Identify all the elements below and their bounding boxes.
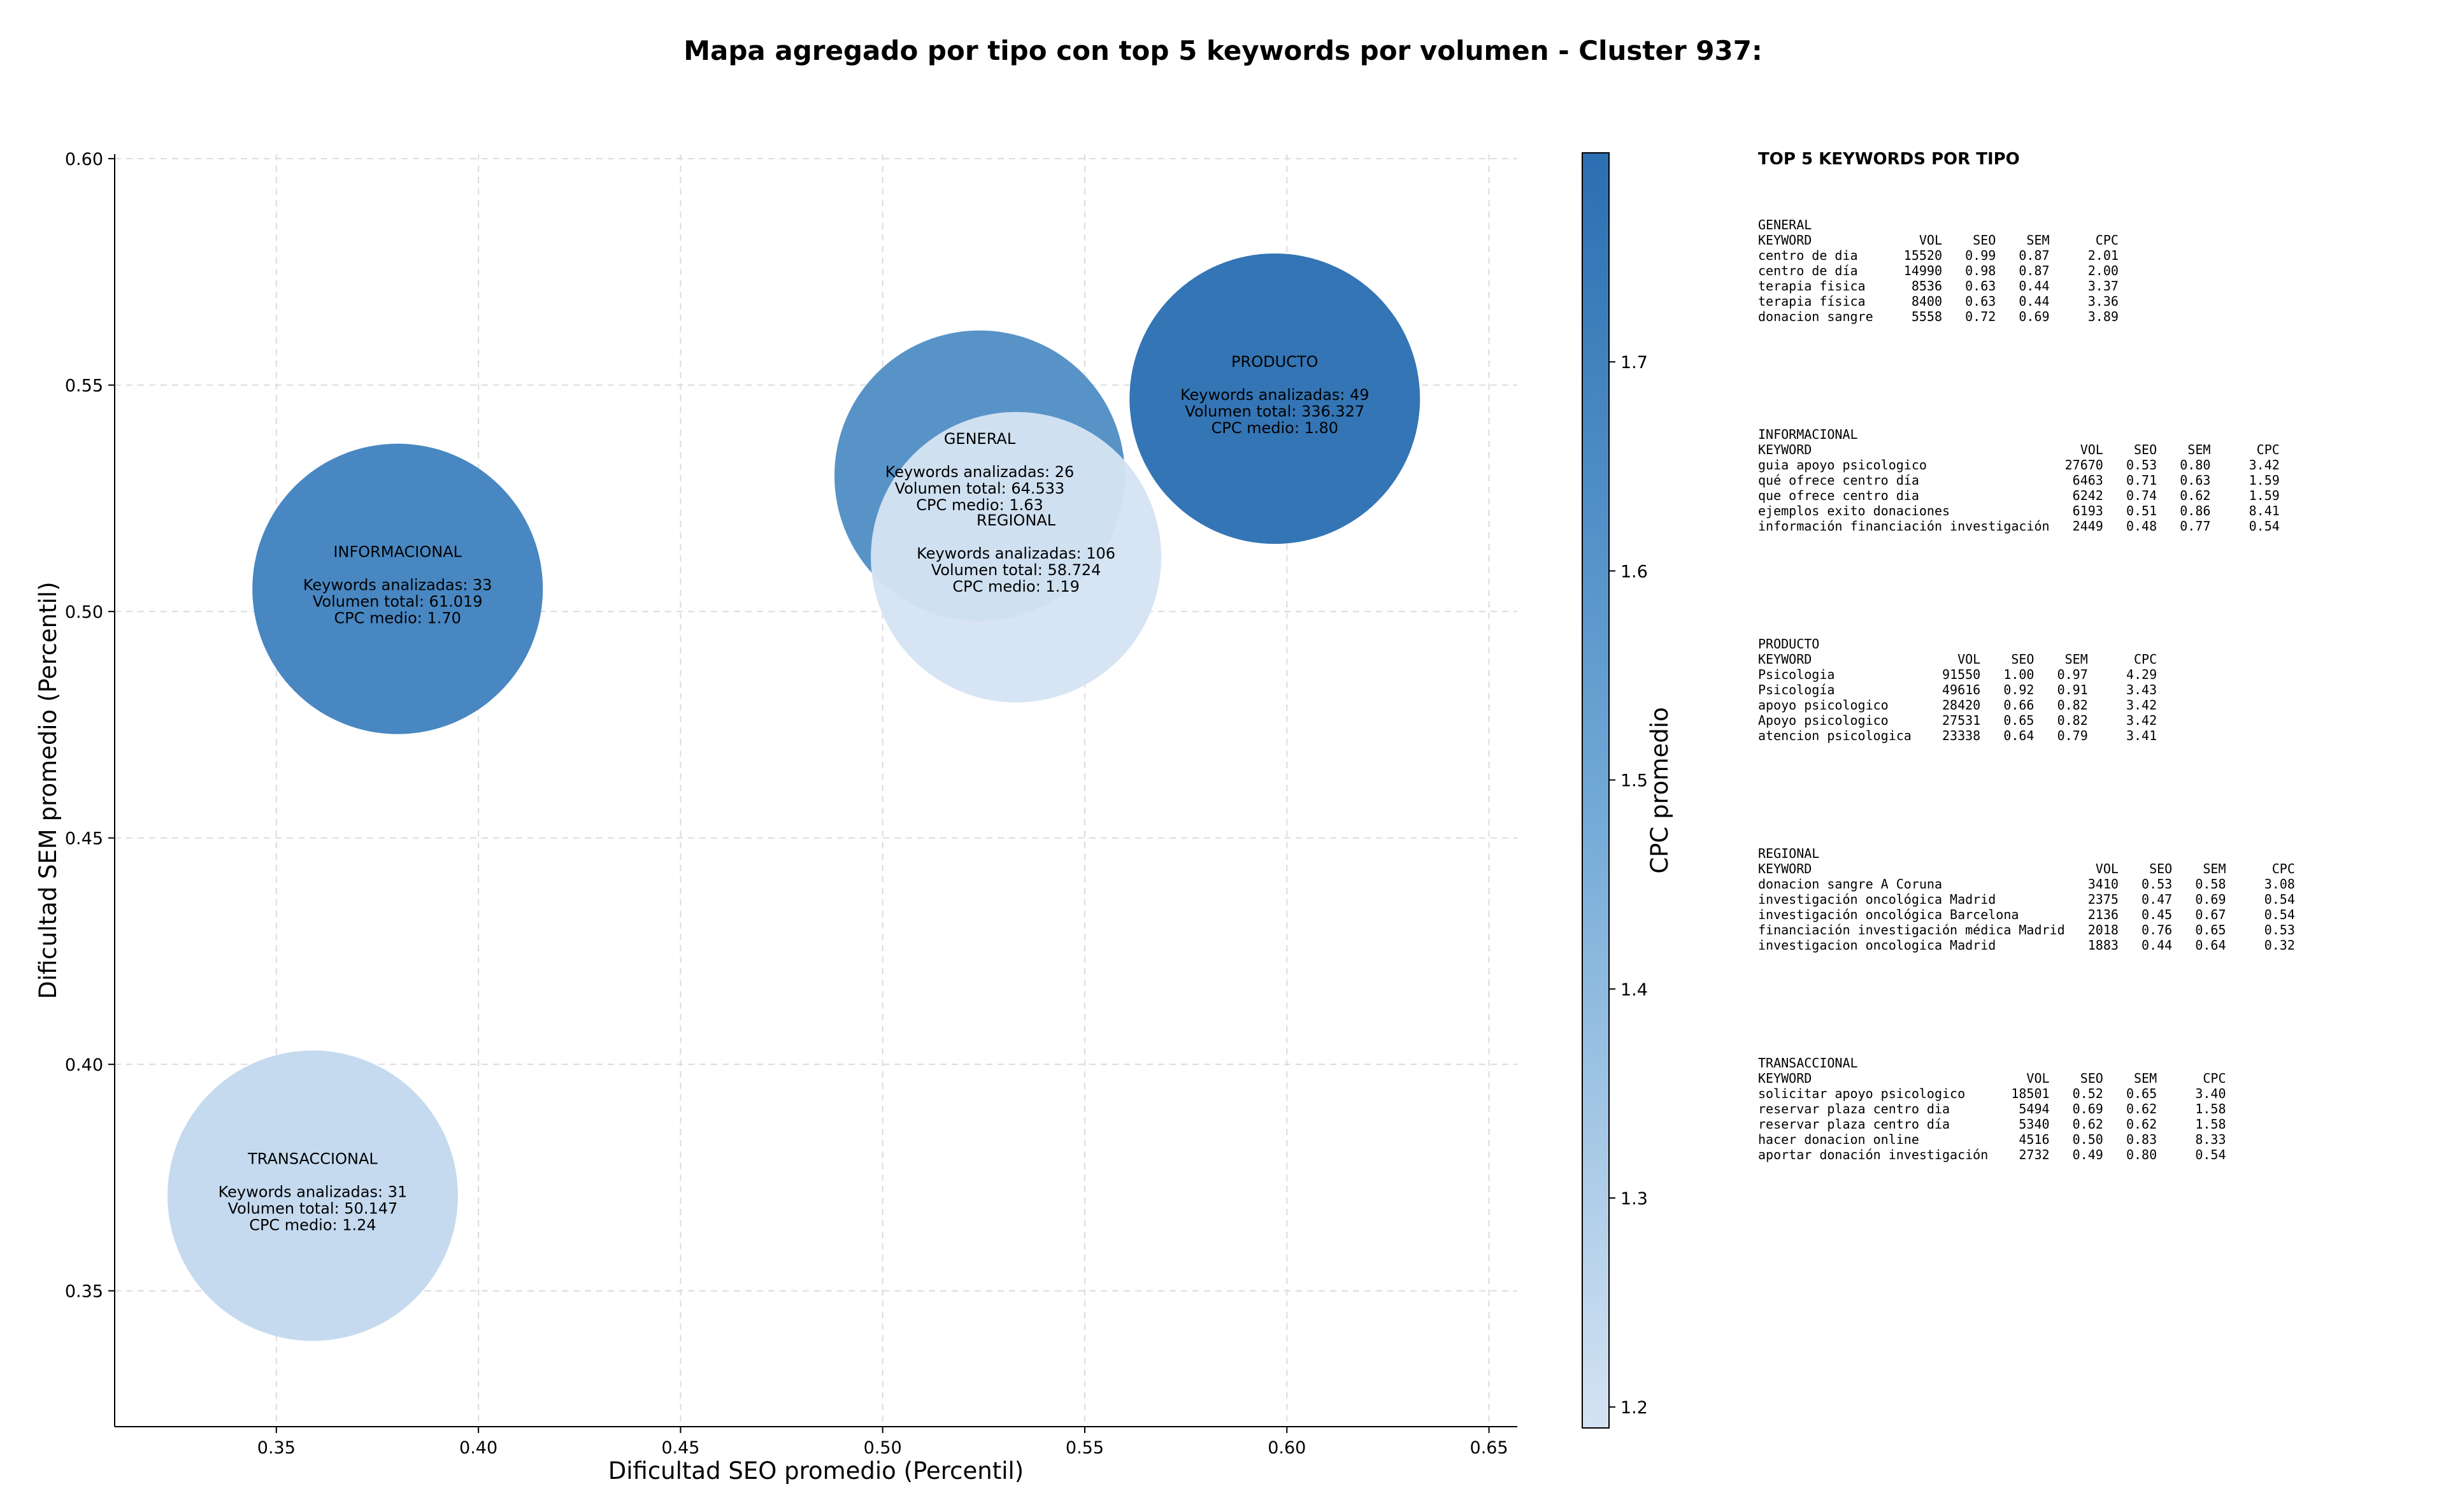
- bubble-label-general: GENERAL: [944, 430, 1016, 448]
- bubble-transaccional: [167, 1050, 458, 1341]
- keyword-row: qué ofrece centro día 6463 0.71 0.63 1.5…: [1758, 473, 2280, 488]
- keyword-row: investigación oncológica Madrid 2375 0.4…: [1758, 892, 2295, 907]
- keyword-row: investigacion oncologica Madrid 1883 0.4…: [1758, 938, 2295, 953]
- keyword-row: solicitar apoyo psicologico 18501 0.52 0…: [1758, 1086, 2226, 1101]
- keyword-row: ejemplos exito donaciones 6193 0.51 0.86…: [1758, 503, 2280, 518]
- y-tick-label: 0.60: [65, 150, 103, 169]
- bubble-volume-transaccional: Volumen total: 50.147: [228, 1199, 398, 1217]
- type-block-informacional: INFORMACIONAL KEYWORD VOL SEO SEM CPC guia…: [1758, 427, 2433, 534]
- x-tick-label: 0.60: [1268, 1438, 1306, 1458]
- keyword-row: Apoyo psicologico 27531 0.65 0.82 3.42: [1758, 713, 2157, 728]
- y-tick-label: 0.45: [65, 829, 103, 849]
- keyword-row: hacer donacion online 4516 0.50 0.83 8.3…: [1758, 1132, 2226, 1147]
- top-keywords-title: TOP 5 KEYWORDS POR TIPO: [1758, 150, 2020, 169]
- keyword-row: apoyo psicologico 28420 0.66 0.82 3.42: [1758, 697, 2157, 713]
- keyword-row: atencion psicologica 23338 0.64 0.79 3.4…: [1758, 728, 2157, 743]
- keyword-row: terapia física 8400 0.63 0.44 3.36: [1758, 294, 2119, 309]
- x-tick-label: 0.35: [257, 1438, 296, 1458]
- keyword-row: Psicología 49616 0.92 0.91 3.43: [1758, 682, 2157, 697]
- bubble-informacional: [252, 443, 543, 734]
- axes: 0.35 0.40 0.45 0.50 0.55 0.60 0.65 0.35 0.40 0.45…: [34, 150, 1517, 1485]
- keyword-row: Psicologia 91550 1.00 0.97 4.29: [1758, 667, 2157, 682]
- keyword-row: donacion sangre 5558 0.72 0.69 3.89: [1758, 309, 2119, 324]
- bubble-cpc-transaccional: CPC medio: 1.24: [249, 1216, 376, 1234]
- type-block-name: GENERAL: [1758, 217, 1812, 232]
- keyword-row: investigación oncológica Barcelona 2136 …: [1758, 907, 2295, 922]
- type-block-header: KEYWORD VOL SEO SEM CPC: [1758, 861, 2295, 876]
- bubble-volume-informacional: Volumen total: 61.019: [313, 593, 483, 611]
- keyword-row: guia apoyo psicologico 27670 0.53 0.80 3…: [1758, 457, 2280, 473]
- bubble-regional: [871, 411, 1162, 703]
- type-block-general: GENERAL KEYWORD VOL SEO SEM CPC centro de …: [1758, 217, 2433, 324]
- keyword-row: terapia fisica 8536 0.63 0.44 3.37: [1758, 278, 2119, 294]
- keyword-row: financiación investigación médica Madrid…: [1758, 922, 2295, 938]
- bubble-producto: [1129, 253, 1420, 544]
- type-block-name: TRANSACCIONAL: [1758, 1055, 1858, 1071]
- colorbar-tick-label: 1.5: [1620, 771, 1648, 791]
- keyword-row: información financiación investigación 2…: [1758, 518, 2280, 534]
- type-block-regional: REGIONAL KEYWORD VOL SEO SEM CPC donacion …: [1758, 846, 2433, 953]
- bubble-label-producto: PRODUCTO: [1231, 353, 1318, 371]
- colorbar-label: CPC promedio: [1646, 707, 1673, 873]
- y-tick-label: 0.35: [65, 1282, 103, 1302]
- type-block-header: KEYWORD VOL SEO SEM CPC: [1758, 1071, 2226, 1086]
- bubble-keywords-transaccional: Keywords analizadas: 31: [218, 1183, 408, 1201]
- bubble-keywords-informacional: Keywords analizadas: 33: [303, 576, 492, 594]
- bubble-cpc-regional: CPC medio: 1.19: [952, 578, 1080, 596]
- bubble-label-informacional: INFORMACIONAL: [333, 543, 462, 561]
- bubble-label-regional: REGIONAL: [976, 511, 1056, 529]
- bubble-volume-general: Volumen total: 64.533: [895, 480, 1065, 497]
- bubble-keywords-producto: Keywords analizadas: 49: [1180, 386, 1370, 404]
- type-block-name: REGIONAL: [1758, 846, 1820, 861]
- type-block-producto: PRODUCTO KEYWORD VOL SEO SEM CPC Psicologi…: [1758, 636, 2433, 743]
- bubble-volume-producto: Volumen total: 336.327: [1185, 403, 1364, 420]
- keyword-row: reservar plaza centro día 5340 0.62 0.62…: [1758, 1116, 2226, 1132]
- colorbar-tick-label: 1.2: [1620, 1398, 1648, 1418]
- keyword-row: centro de dia 15520 0.99 0.87 2.01: [1758, 248, 2119, 263]
- chart-title: Mapa agregado por tipo con top 5 keyword…: [683, 35, 1763, 66]
- top-keywords-panel: TOP 5 KEYWORDS POR TIPO GENERAL KEYWORD V…: [1758, 150, 2433, 1265]
- colorbar-tick-label: 1.7: [1620, 353, 1648, 373]
- x-tick-label: 0.45: [661, 1438, 699, 1458]
- keyword-row: centro de día 14990 0.98 0.87 2.00: [1758, 263, 2119, 278]
- colorbar-tick-label: 1.3: [1620, 1189, 1648, 1209]
- type-block-header: KEYWORD VOL SEO SEM CPC: [1758, 232, 2119, 248]
- keyword-row: donacion sangre A Coruna 3410 0.53 0.58 …: [1758, 876, 2295, 892]
- bubble-volume-regional: Volumen total: 58.724: [931, 561, 1101, 579]
- bubble-keywords-general: Keywords analizadas: 26: [885, 463, 1075, 481]
- type-blocks: GENERAL KEYWORD VOL SEO SEM CPC centro de …: [1758, 217, 2433, 1162]
- bubble-cpc-general: CPC medio: 1.63: [916, 496, 1043, 514]
- x-tick-label: 0.50: [864, 1438, 902, 1458]
- y-tick-label: 0.50: [65, 603, 103, 622]
- x-axis-label: Dificultad SEO promedio (Percentil): [608, 1457, 1024, 1485]
- keyword-row: aportar donación investigación 2732 0.49…: [1758, 1147, 2226, 1162]
- type-block-header: KEYWORD VOL SEO SEM CPC: [1758, 652, 2157, 667]
- x-tick-label: 0.40: [459, 1438, 497, 1458]
- bubble-keywords-regional: Keywords analizadas: 106: [917, 545, 1115, 562]
- type-block-name: INFORMACIONAL: [1758, 427, 1858, 442]
- colorbar-tick-label: 1.6: [1620, 562, 1648, 581]
- bubble-cpc-producto: CPC medio: 1.80: [1212, 419, 1339, 437]
- colorbar-gradient: [1582, 152, 1610, 1429]
- type-block-header: KEYWORD VOL SEO SEM CPC: [1758, 442, 2280, 457]
- keyword-row: que ofrece centro dia 6242 0.74 0.62 1.5…: [1758, 488, 2280, 503]
- bubble-label-transaccional: TRANSACCIONAL: [247, 1150, 378, 1167]
- keyword-row: reservar plaza centro dia 5494 0.69 0.62…: [1758, 1101, 2226, 1116]
- colorbar-tick-label: 1.4: [1620, 980, 1648, 1000]
- x-tick-label: 0.65: [1470, 1438, 1508, 1458]
- colorbar: 1.2 1.3 1.4 1.5 1.6 1.7 CPC promedio: [1582, 152, 1673, 1429]
- bubble-cpc-informacional: CPC medio: 1.70: [334, 610, 461, 627]
- x-tick-label: 0.55: [1066, 1438, 1104, 1458]
- y-tick-label: 0.40: [65, 1055, 103, 1075]
- y-axis-label: Dificultad SEM promedio (Percentil): [34, 581, 62, 999]
- type-block-name: PRODUCTO: [1758, 636, 1820, 652]
- type-block-transaccional: TRANSACCIONAL KEYWORD VOL SEO SEM CPC soli…: [1758, 1055, 2433, 1162]
- y-tick-label: 0.55: [65, 376, 103, 396]
